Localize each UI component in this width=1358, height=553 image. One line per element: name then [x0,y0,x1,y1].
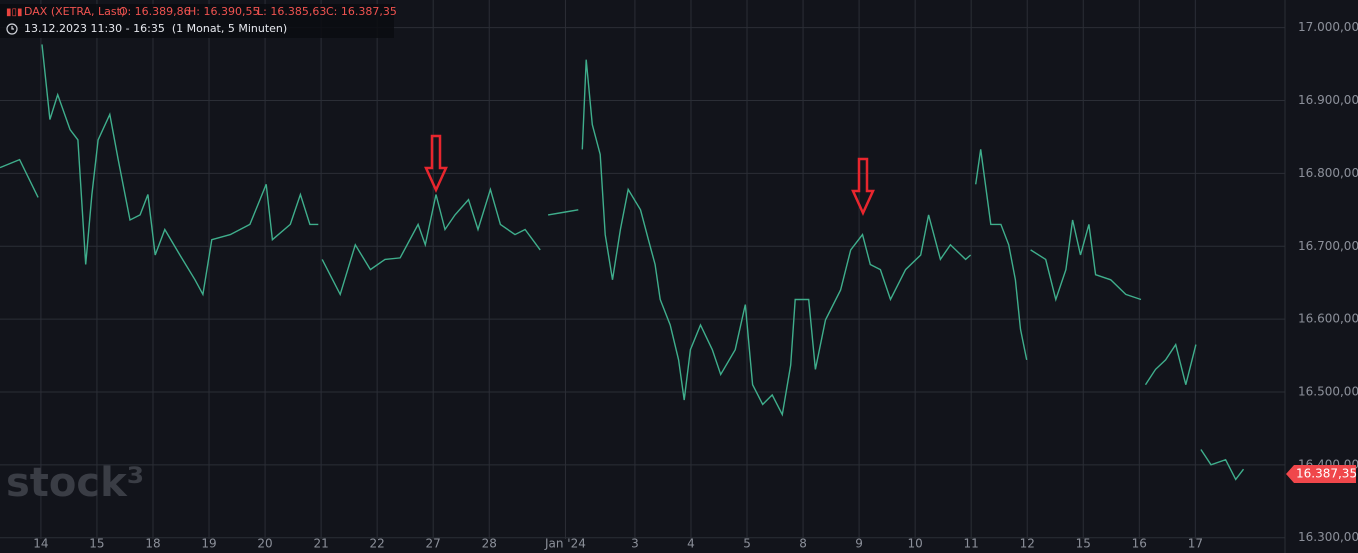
period: 13.12.2023 11:30 - 16:35 (1 Monat, 5 Min… [24,22,287,35]
x-tick-label: 28 [482,537,497,551]
x-tick-label: 12 [1020,537,1035,551]
x-tick-label: 9 [855,537,863,551]
x-tick-label: 27 [426,537,441,551]
clock-icon [6,23,18,35]
x-tick-label: 15 [89,537,104,551]
last-price-label: 16.387,35 [1296,467,1357,481]
y-tick-label: 16.600,00 [1298,312,1358,326]
ohlc-close: C: 16.387,35 [326,5,397,18]
price-line [0,44,1245,481]
grid [0,0,1285,539]
ohlc-high: H: 16.390,55 [188,5,259,18]
y-tick-label: 16.500,00 [1298,384,1358,398]
x-tick-label: Jan '24 [544,537,586,551]
y-tick-label: 16.700,00 [1298,239,1358,253]
instrument: DAX (XETRA, Last) [24,5,125,18]
x-tick-label: 3 [631,537,639,551]
arrow-annotation [851,157,875,217]
y-tick-label: 16.800,00 [1298,166,1358,180]
x-tick-label: 18 [145,537,160,551]
plot [0,44,1245,481]
clock-hand [11,26,14,30]
x-tick-label: 5 [743,537,751,551]
x-tick-label: 20 [257,537,272,551]
x-tick-label: 17 [1188,537,1203,551]
arrow-annotation [424,134,448,194]
x-tick-label: 8 [799,537,807,551]
y-tick-label: 16.900,00 [1298,93,1358,107]
ohlc-low: L: 16.385,63 [257,5,326,18]
last-price-tag [1286,465,1356,484]
y-tick-label: 17.000,00 [1298,20,1358,34]
y-tick-label: 16.300,00 [1298,530,1358,544]
x-tick-label: 15 [1076,537,1091,551]
x-tick-label: 22 [370,537,385,551]
x-tick-label: 11 [964,537,979,551]
x-tick-label: 19 [201,537,216,551]
watermark: stock³ [6,460,144,506]
x-tick-label: 10 [907,537,922,551]
x-tick-label: 4 [687,537,695,551]
chart-icon: ▮▯▮ [6,7,23,18]
ohlc-open: O: 16.389,86 [119,5,191,18]
header-background [0,4,394,38]
x-tick-label: 16 [1132,537,1147,551]
x-tick-label: 21 [313,537,328,551]
x-tick-label: 14 [33,537,48,551]
